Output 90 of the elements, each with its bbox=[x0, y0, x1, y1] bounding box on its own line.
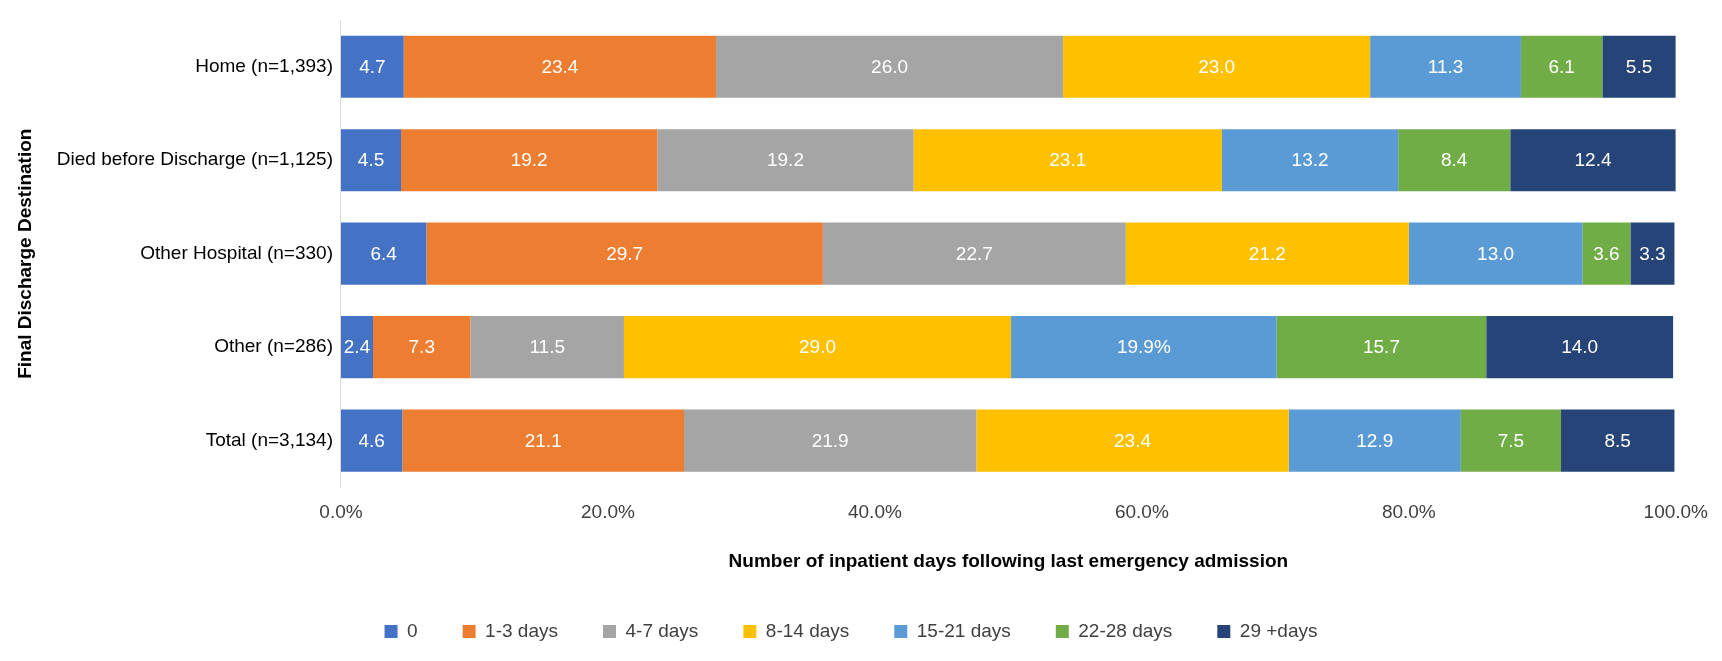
data-label: 4.7 bbox=[359, 55, 386, 77]
data-label: 11.3 bbox=[1427, 55, 1464, 77]
bar bbox=[1602, 35, 1676, 98]
data-label: 21.2 bbox=[1248, 242, 1286, 264]
bar bbox=[1288, 409, 1461, 472]
data-label: 19.2 bbox=[510, 149, 548, 171]
data-label: 22.7 bbox=[955, 242, 993, 264]
bar bbox=[976, 409, 1289, 472]
data-label: 6.1 bbox=[1548, 55, 1575, 77]
bar bbox=[1063, 35, 1371, 98]
data-label: 23.4 bbox=[1114, 429, 1152, 451]
data-label: 26.0 bbox=[871, 55, 909, 77]
bar bbox=[1520, 35, 1603, 98]
bar bbox=[402, 409, 685, 472]
data-label: 15.7 bbox=[1362, 336, 1400, 358]
data-label: 29.0 bbox=[799, 336, 836, 358]
bar bbox=[470, 316, 624, 379]
data-label: 21.1 bbox=[524, 429, 562, 451]
legend-label: 15-21 days bbox=[916, 619, 1011, 641]
data-label: 23.4 bbox=[541, 55, 579, 77]
data-label: 3.3 bbox=[1639, 242, 1666, 264]
data-label: 19.9% bbox=[1116, 336, 1171, 358]
data-label: 23.1 bbox=[1049, 149, 1087, 171]
data-label: 21.9 bbox=[811, 429, 849, 451]
y-tick-label: Total (n=3,134) bbox=[205, 428, 333, 450]
legend-label: 8-14 days bbox=[765, 619, 850, 641]
data-label: 29.7 bbox=[606, 242, 644, 264]
bar bbox=[1486, 316, 1674, 379]
bar bbox=[657, 129, 914, 192]
data-label: 4.6 bbox=[358, 429, 385, 451]
bar bbox=[623, 316, 1012, 379]
bar bbox=[1125, 222, 1409, 285]
data-label: 23.0 bbox=[1198, 55, 1236, 77]
bar bbox=[1510, 129, 1676, 192]
data-label: 7.3 bbox=[408, 336, 435, 358]
bar bbox=[401, 129, 658, 192]
bar bbox=[1460, 409, 1561, 472]
x-tick-label: 80.0% bbox=[1381, 501, 1436, 523]
bar bbox=[1370, 35, 1521, 98]
x-tick-label: 60.0% bbox=[1114, 501, 1169, 523]
bar bbox=[1398, 129, 1511, 192]
data-label: 3.6 bbox=[1593, 242, 1620, 264]
bar bbox=[340, 409, 403, 472]
data-label: 13.0 bbox=[1477, 242, 1515, 264]
bar bbox=[822, 222, 1126, 285]
y-tick-label: Other (n=286) bbox=[214, 335, 333, 357]
data-label: 7.5 bbox=[1497, 429, 1525, 451]
bar bbox=[426, 222, 823, 285]
bar bbox=[716, 35, 1064, 98]
bar bbox=[340, 35, 404, 98]
bar bbox=[684, 409, 977, 472]
data-label: 2.4 bbox=[343, 336, 371, 358]
bar bbox=[1582, 222, 1631, 285]
legend-label: 4-7 days bbox=[625, 619, 699, 641]
data-label: 14.0 bbox=[1561, 336, 1599, 358]
x-tick-label: 0.0% bbox=[319, 501, 363, 523]
legend-label: 22-28 days bbox=[1078, 619, 1173, 641]
bar bbox=[340, 129, 402, 192]
y-tick-label: Other Hospital (n=330) bbox=[140, 241, 333, 263]
data-label: 4.5 bbox=[357, 149, 385, 171]
bar bbox=[340, 316, 374, 379]
y-tick-label: Died before Discharge (n=1,125) bbox=[56, 148, 333, 170]
x-tick-label: 100.0% bbox=[1643, 501, 1709, 523]
y-tick-label: Home (n=1,393) bbox=[195, 54, 333, 76]
bar bbox=[1408, 222, 1583, 285]
bar bbox=[1221, 129, 1399, 192]
bar bbox=[913, 129, 1222, 192]
data-label: 8.5 bbox=[1604, 429, 1631, 451]
bar bbox=[1276, 316, 1487, 379]
data-label: 8.4 bbox=[1440, 149, 1468, 171]
data-label: 12.9 bbox=[1356, 429, 1394, 451]
bar bbox=[1011, 316, 1277, 379]
x-tick-label: 40.0% bbox=[847, 501, 902, 523]
legend-label: 29 +days bbox=[1239, 619, 1318, 641]
data-label: 13.2 bbox=[1291, 149, 1329, 171]
data-label: 11.5 bbox=[529, 336, 565, 358]
data-label: 12.4 bbox=[1574, 149, 1612, 171]
bar bbox=[1560, 409, 1675, 472]
bar bbox=[1630, 222, 1675, 285]
legend-label: 1-3 days bbox=[485, 619, 558, 641]
data-label: 19.2 bbox=[766, 149, 804, 171]
bar bbox=[340, 222, 427, 285]
data-label: 6.4 bbox=[370, 242, 398, 264]
legend-label: 0 bbox=[407, 619, 418, 641]
data-label: 5.5 bbox=[1625, 55, 1653, 77]
x-tick-label: 20.0% bbox=[581, 501, 635, 523]
y-axis-title: Final Discharge Destination bbox=[13, 128, 35, 379]
x-axis-title: Number of inpatient days following last emergency admission bbox=[728, 549, 1289, 571]
bar bbox=[373, 316, 471, 379]
bar bbox=[403, 35, 717, 98]
